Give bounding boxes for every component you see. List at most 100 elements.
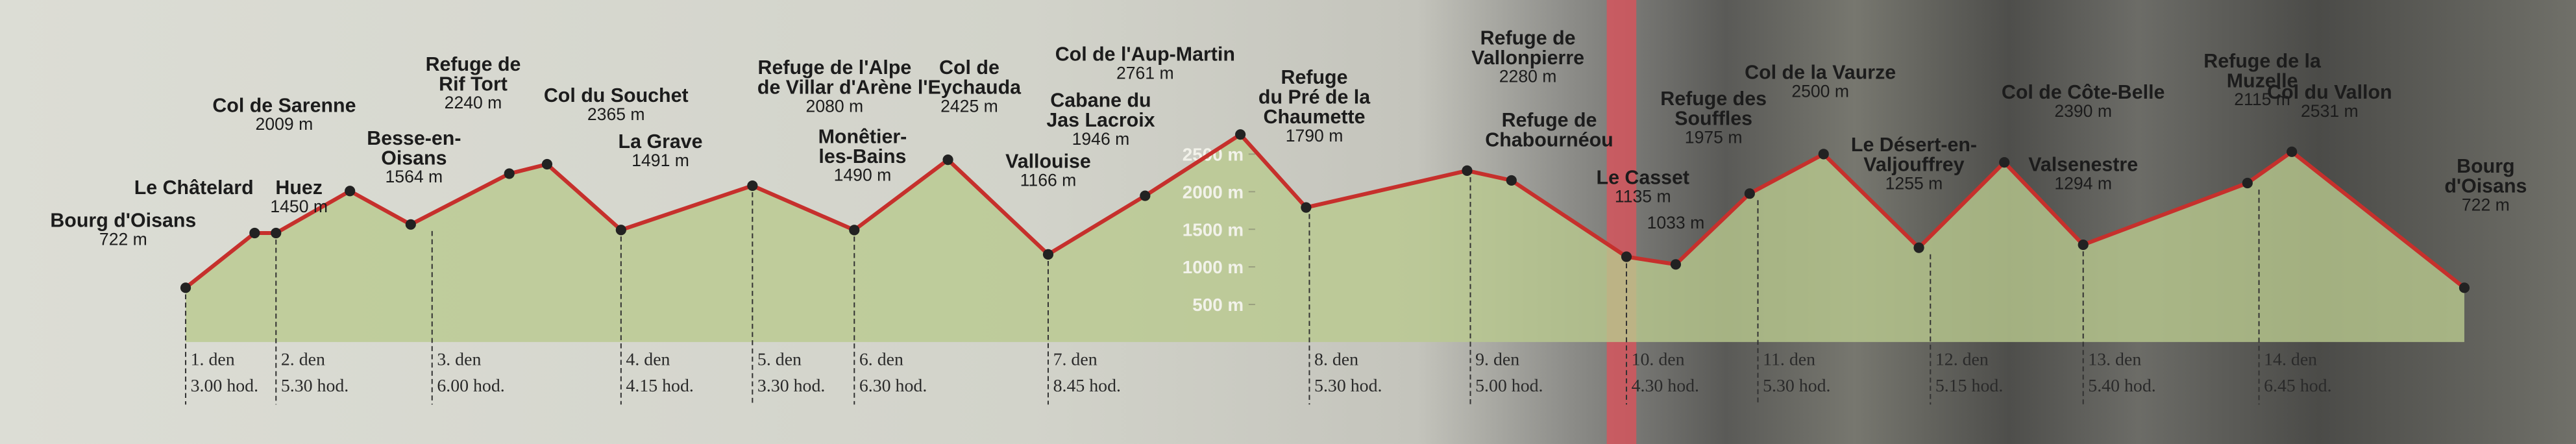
stage-time: 8.45 hod. xyxy=(1053,376,1121,397)
point-label: Col de Côte-Belle 2390 m xyxy=(2002,82,2165,122)
point-label: Col du Vallon 2531 m xyxy=(2267,82,2392,122)
place-name: Refuge de Chabournéou xyxy=(1485,108,1613,152)
point-label: Refuge de Chabournéou xyxy=(1485,110,1613,150)
place-name: Le Châtelard xyxy=(134,176,254,199)
point-label: Col du Souchet 2365 m xyxy=(544,86,689,125)
y-tick-label: 1000 m xyxy=(1183,257,1244,277)
elevation-label: 2390 m xyxy=(2054,102,2113,122)
stage-day: 5. den xyxy=(757,350,802,370)
stage-day: 8. den xyxy=(1314,350,1359,370)
place-name: Col du Vallon xyxy=(2267,80,2392,104)
stage-time: 6.45 hod. xyxy=(2264,376,2332,397)
place-name: Bourg d'Oisans xyxy=(50,208,197,232)
elevation-label: 2115 m xyxy=(2234,90,2290,110)
point-label: Bourg d'Oisans 722 m xyxy=(50,210,196,250)
point xyxy=(541,158,553,170)
point xyxy=(1301,202,1312,213)
stage-time: 3.30 hod. xyxy=(757,376,826,397)
place-name: Huez xyxy=(275,176,323,199)
elevation-label: 1166 m xyxy=(1020,171,1077,191)
point-label: Huez 1450 m xyxy=(270,178,328,217)
place-name: Col de Sarenne xyxy=(212,93,356,117)
elevation-label: 1490 m xyxy=(833,166,892,186)
place-name: Cabane du Jas Lacroix xyxy=(1046,88,1155,132)
point xyxy=(747,180,758,191)
point-label: Refuge du Pré de la Chaumette 1790 m xyxy=(1258,68,1370,147)
point xyxy=(271,227,282,239)
elevation-label: 2761 m xyxy=(1116,64,1174,84)
point xyxy=(1670,259,1682,270)
point xyxy=(1913,242,1924,253)
elevation-label: 2500 m xyxy=(1791,82,1849,103)
stage-time: 4.30 hod. xyxy=(1631,376,1699,397)
elevation-label: 2425 m xyxy=(940,97,998,117)
stage-time: 5.30 hod. xyxy=(1314,376,1382,397)
elevation-label: 2240 m xyxy=(444,93,502,114)
y-tick-label: 2500 m xyxy=(1183,145,1244,165)
y-tick-label: 2000 m xyxy=(1183,182,1244,202)
place-name: Refuge de Vallonpierre xyxy=(1471,26,1585,69)
place-name: Col de la Vaurze xyxy=(1745,60,1896,84)
elevation-label: 722 m xyxy=(99,230,147,251)
point-label: Valsenestre 1294 m xyxy=(2028,154,2138,194)
elevation-label: 2009 m xyxy=(255,115,313,135)
place-name: Refuge de l'Alpe de Villar d'Arène xyxy=(757,56,912,99)
point xyxy=(615,225,626,236)
point-label: Col de l'Aup-Martin 2761 m xyxy=(1055,44,1235,84)
point-label: Vallouise 1166 m xyxy=(1005,151,1091,191)
point xyxy=(504,168,515,179)
place-name: Le Désert-en- Valjouffrey xyxy=(1850,133,1978,177)
elevation-label: 1255 m xyxy=(1885,174,1943,194)
point-label: Col de l'Eychauda 2425 m xyxy=(918,58,1021,117)
elevation-label: 1790 m xyxy=(1285,127,1343,147)
elevation-label: 1294 m xyxy=(2054,174,2113,194)
point-label: Le Désert-en- Valjouffrey 1255 m xyxy=(1851,135,1977,194)
point xyxy=(180,282,191,293)
elevation-label: 1135 m xyxy=(1614,187,1671,208)
elevation-label: 2080 m xyxy=(805,97,864,117)
point xyxy=(1506,175,1517,186)
place-name: Refuge des Souffles xyxy=(1660,87,1767,130)
stage-time: 5.40 hod. xyxy=(2088,376,2156,397)
stage-time: 5.00 hod. xyxy=(1475,376,1543,397)
stage-day: 4. den xyxy=(626,350,670,370)
elevation-area xyxy=(186,134,2464,342)
elevation-label: 2365 m xyxy=(587,105,645,125)
stage-time: 6.30 hod. xyxy=(859,376,927,397)
point-label: Refuge de l'Alpe de Villar d'Arène 2080 m xyxy=(757,58,912,117)
point-label: Refuge de Vallonpierre 2280 m xyxy=(1471,28,1584,87)
stage-day: 14. den xyxy=(2264,350,2318,370)
stage-time: 4.15 hod. xyxy=(626,376,694,397)
place-name: Bourg d'Oisans xyxy=(2444,154,2527,197)
point-label: Col de Sarenne 2009 m xyxy=(212,95,356,135)
red-band xyxy=(1606,0,1637,444)
stage-time: 5.30 hod. xyxy=(280,376,349,397)
elevation-label: 2531 m xyxy=(2301,102,2359,122)
elevation-label: 1450 m xyxy=(270,197,328,217)
point xyxy=(1999,157,2010,168)
point xyxy=(1042,249,1054,260)
point xyxy=(1621,251,1632,262)
point-label: Refuge de Rif Tort 2240 m xyxy=(426,55,521,114)
stage-day: 9. den xyxy=(1475,350,1520,370)
point xyxy=(1818,149,1829,160)
place-name: Col de l'Eychauda xyxy=(917,56,1022,99)
stage-day: 1. den xyxy=(190,350,235,370)
point-label: Cabane du Jas Lacroix 1946 m xyxy=(1046,90,1155,149)
place-name: Col de Côte-Belle xyxy=(2001,80,2165,104)
point-label: Le Châtelard xyxy=(134,178,254,197)
point-label: Bourg d'Oisans 722 m xyxy=(2444,156,2527,216)
place-name: Col de l'Aup-Martin xyxy=(1055,42,1235,66)
y-tick-label: 500 m xyxy=(1192,295,1244,315)
y-tick-label: 1500 m xyxy=(1183,219,1244,240)
stage-day: 12. den xyxy=(1935,350,1989,370)
stage-day: 6. den xyxy=(859,350,903,370)
elevation-label: 1491 m xyxy=(632,151,689,171)
place-name: Refuge du Pré de la Chaumette xyxy=(1258,66,1371,129)
point xyxy=(2459,282,2470,293)
place-name: Le Casset xyxy=(1596,166,1690,190)
point xyxy=(849,225,860,236)
